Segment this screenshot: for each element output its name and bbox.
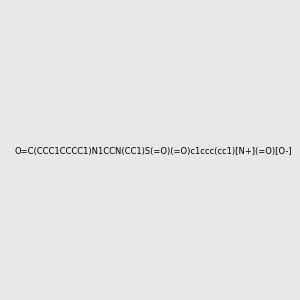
Text: O=C(CCC1CCCC1)N1CCN(CC1)S(=O)(=O)c1ccc(cc1)[N+](=O)[O-]: O=C(CCC1CCCC1)N1CCN(CC1)S(=O)(=O)c1ccc(c… bbox=[15, 147, 292, 156]
